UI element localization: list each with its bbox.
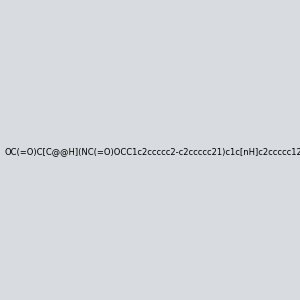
Text: OC(=O)C[C@@H](NC(=O)OCC1c2ccccc2-c2ccccc21)c1c[nH]c2ccccc12: OC(=O)C[C@@H](NC(=O)OCC1c2ccccc2-c2ccccc… xyxy=(5,147,300,156)
